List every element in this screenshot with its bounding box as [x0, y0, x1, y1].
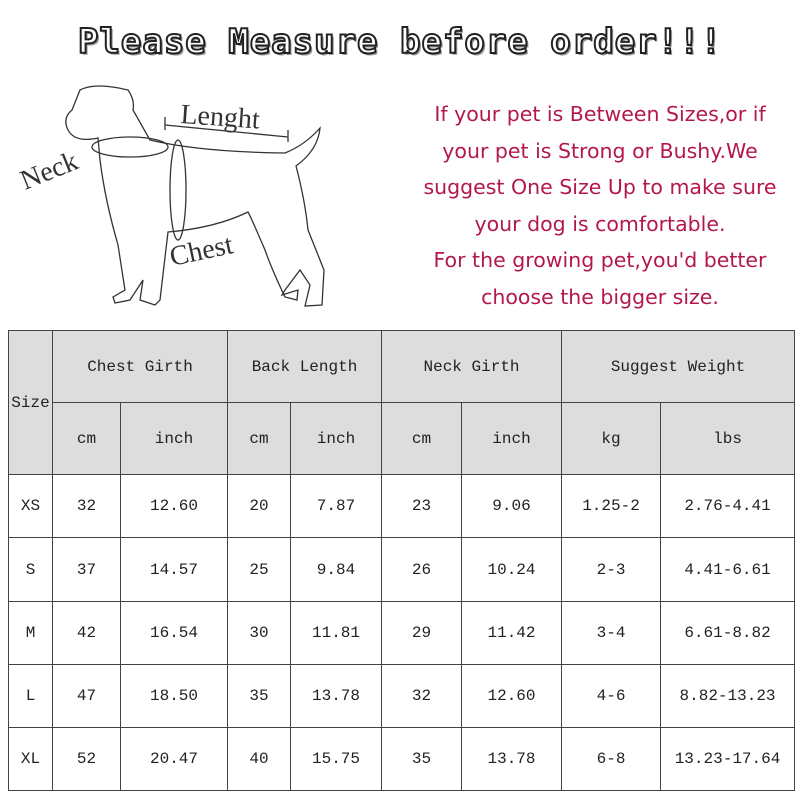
value-cell: 11.42 — [460, 600, 563, 665]
advice-line: If your pet is Between Sizes,or if — [434, 102, 766, 126]
value-cell: 40 — [227, 726, 291, 792]
value-cell: 18.50 — [120, 663, 228, 728]
value-cell: 13.78 — [290, 663, 382, 728]
size-cell: M — [8, 600, 53, 665]
value-cell: 25 — [227, 537, 291, 602]
page-title: Please Measure before order!!! — [77, 21, 723, 63]
advice-line: your pet is Strong or Bushy.We — [442, 138, 758, 163]
table-row: XL 52 20.47 40 15.75 35 13.78 6-8 13.23-17.64 — [8, 726, 796, 792]
diagram-label-neck: Neck — [16, 146, 82, 197]
value-cell: 20 — [227, 474, 291, 539]
value-cell: 2.76-4.41 — [660, 474, 796, 539]
value-cell: 14.57 — [120, 537, 228, 602]
unit-header: inch — [120, 402, 228, 476]
value-cell: 15.75 — [290, 726, 382, 792]
value-cell: 9.84 — [290, 537, 382, 602]
value-cell: 13.23-17.64 — [660, 726, 796, 792]
value-cell: 2-3 — [561, 537, 662, 602]
value-cell: 29 — [381, 600, 462, 665]
table-row: M 42 16.54 30 11.81 29 11.42 3-4 6.61-8.82 — [8, 600, 796, 665]
advice-line: your dog is comfortable. — [474, 211, 726, 236]
unit-header: cm — [227, 402, 291, 476]
value-cell: 4.41-6.61 — [660, 537, 796, 602]
group-header: Chest Girth — [52, 329, 228, 404]
value-cell: 37 — [52, 537, 121, 602]
sizing-advice: If your pet is Between Sizes,or if your … — [405, 96, 795, 316]
value-cell: 42 — [52, 600, 121, 665]
table-row: S 37 14.57 25 9.84 26 10.24 2-3 4.41-6.61 — [8, 537, 796, 602]
group-header: Neck Girth — [380, 329, 563, 404]
value-cell: 11.81 — [290, 600, 382, 665]
value-cell: 1.25-2 — [561, 474, 662, 539]
value-cell: 52 — [52, 726, 121, 792]
dog-measurement-diagram: Lenght Neck Chest — [16, 85, 325, 307]
size-cell: S — [8, 537, 53, 602]
value-cell: 6-8 — [561, 726, 662, 792]
value-cell: 7.87 — [290, 474, 382, 539]
unit-header: kg — [561, 402, 662, 476]
table-row: XS 32 12.60 20 7.87 23 9.06 1.25-2 2.76-4.41 — [8, 474, 796, 539]
value-cell: 12.60 — [120, 474, 228, 539]
advice-line: For the growing pet,you'd better — [433, 248, 767, 273]
group-header: Back Length — [227, 329, 382, 404]
value-cell: 47 — [52, 663, 121, 728]
value-cell: 16.54 — [120, 600, 228, 665]
unit-header: inch — [460, 402, 563, 476]
advice-line: choose the bigger size. — [481, 284, 719, 309]
value-cell: 8.82-13.23 — [660, 663, 796, 728]
value-cell: 10.24 — [460, 537, 563, 602]
value-cell: 20.47 — [120, 726, 228, 792]
size-cell: XS — [8, 474, 53, 539]
value-cell: 30 — [227, 600, 291, 665]
value-cell: 6.61-8.82 — [660, 600, 796, 665]
advice-line: suggest One Size Up to make sure — [423, 175, 777, 200]
value-cell: 13.78 — [460, 726, 563, 792]
value-cell: 26 — [381, 537, 462, 602]
size-cell: L — [8, 663, 53, 728]
diagram-label-length: Lenght — [180, 99, 261, 135]
table-row: L 47 18.50 35 13.78 32 12.60 4-6 8.82-13.23 — [8, 663, 796, 728]
value-cell: 12.60 — [460, 663, 563, 728]
size-chart-table: Size Chest Girth Back Length Neck Girth … — [8, 329, 796, 792]
value-cell: 32 — [52, 474, 121, 539]
value-cell: 35 — [381, 726, 462, 792]
unit-header: cm — [52, 402, 121, 476]
value-cell: 9.06 — [460, 474, 563, 539]
value-cell: 4-6 — [561, 663, 662, 728]
value-cell: 3-4 — [561, 600, 662, 665]
value-cell: 32 — [381, 663, 462, 728]
value-cell: 35 — [227, 663, 291, 728]
group-header: Suggest Weight — [561, 329, 796, 404]
unit-header: lbs — [660, 402, 796, 476]
unit-header: cm — [381, 402, 462, 476]
size-header: Size — [8, 329, 53, 476]
unit-header: inch — [290, 402, 382, 476]
size-cell: XL — [8, 726, 53, 792]
diagram-label-chest: Chest — [167, 229, 236, 273]
value-cell: 23 — [381, 474, 462, 539]
